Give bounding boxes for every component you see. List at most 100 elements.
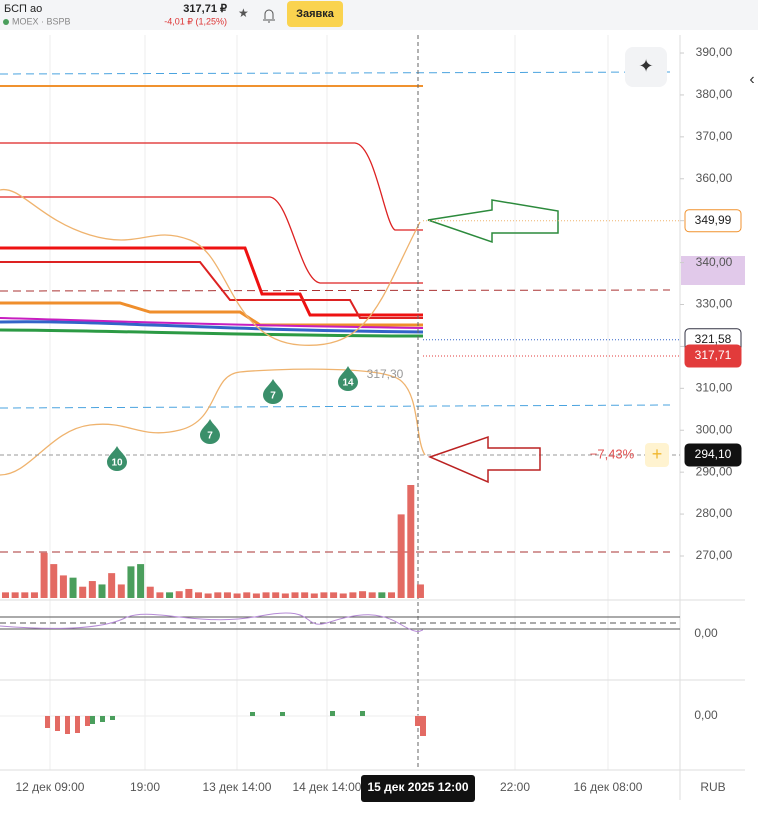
volume-bar: [349, 592, 357, 598]
volume-bar: [69, 577, 77, 598]
price-tag-label: 294,10: [695, 447, 732, 461]
price-tag: [684, 209, 742, 233]
signal-label: 7: [270, 391, 276, 402]
y-tick-label: 300,00: [696, 422, 733, 436]
volume-bar: [166, 592, 174, 598]
y-tick-label: 270,00: [696, 548, 733, 562]
percent-change: −7,43%: [590, 446, 635, 461]
status-dot: [3, 19, 9, 25]
volume-bar: [2, 592, 9, 598]
x-tick-label: 22:00: [500, 780, 530, 794]
indicator-lines: [0, 142, 426, 476]
volume-bar: [146, 586, 154, 598]
volume-bar: [281, 593, 289, 598]
y-tick-label: 310,00: [696, 381, 733, 395]
hist-zero: 0,00: [694, 708, 718, 722]
volume-bar: [301, 592, 309, 598]
volume-bar: [214, 592, 222, 598]
volume-bar: [378, 592, 386, 598]
volume-bar: [252, 593, 260, 598]
signal-marker: [107, 446, 127, 471]
volume-bar: [195, 592, 202, 598]
signal-label: 14: [342, 378, 354, 389]
x-tick-label: RUB: [700, 780, 725, 794]
highlight-zone: [681, 256, 745, 285]
volume-bar: [175, 591, 183, 598]
red-arrow: [427, 435, 541, 484]
volume-bar: [11, 592, 19, 598]
signal-label: 7: [207, 431, 213, 442]
x-tick-label: 13 дек 14:00: [203, 780, 272, 794]
volume-bar: [397, 514, 405, 598]
green-arrow: [427, 199, 559, 244]
volume-bar: [223, 592, 231, 598]
bell[interactable]: [263, 9, 275, 23]
star[interactable]: ★: [238, 6, 249, 20]
signal-marker: [200, 419, 220, 444]
volume-bar: [291, 592, 299, 598]
volume-bar: [127, 566, 135, 598]
volume-bar: [40, 552, 48, 598]
ticker: БСП ао: [4, 3, 42, 15]
volume-bar: [59, 575, 67, 598]
signal-label: 10: [111, 458, 123, 469]
levels: [0, 71, 671, 553]
volume-bar: [243, 592, 251, 598]
volume-bar: [416, 584, 424, 598]
y-tick-label: 290,00: [696, 464, 733, 478]
volume-bar: [88, 581, 96, 598]
volume-bar: [108, 573, 116, 598]
ai-icon: ✦: [638, 56, 653, 76]
volume-bar: [388, 592, 395, 598]
price-tag-label: 317,71: [695, 348, 732, 362]
volume-bar: [368, 592, 376, 598]
ai-button[interactable]: [625, 47, 667, 87]
volume-bar: [98, 584, 106, 598]
volume-bar: [204, 593, 212, 598]
x-tick-label: 14 дек 14:00: [293, 780, 362, 794]
order-button[interactable]: [287, 1, 343, 27]
volume-bar: [156, 592, 164, 598]
price: 317,71 ₽: [183, 3, 227, 15]
volume-bar: [310, 593, 318, 598]
volume-bar: [339, 593, 347, 598]
x-tick-label: 16 дек 08:00: [574, 780, 643, 794]
y-tick-label: 280,00: [696, 506, 733, 520]
y-tick-label: 380,00: [696, 87, 733, 101]
volume-bar: [262, 592, 270, 598]
volume-bar: [30, 592, 38, 598]
add-icon: +: [652, 444, 663, 464]
header-bar: [0, 0, 758, 30]
signal-marker: [338, 366, 358, 391]
y-tick-label: 330,00: [696, 297, 733, 311]
last-close: 317,30: [367, 367, 404, 381]
volume-bar: [320, 592, 328, 598]
price-tag: [684, 344, 742, 368]
histogram: 0,00: [0, 708, 718, 736]
x-tick-label: 19:00: [130, 780, 160, 794]
collapse[interactable]: ‹: [749, 71, 754, 88]
order-button-label: Заявка: [296, 8, 335, 20]
price-tag: [684, 443, 742, 467]
volume-bar: [359, 591, 367, 598]
osc-zero: 0,00: [694, 626, 718, 640]
time-highlight: [361, 775, 475, 802]
signal-marker: [263, 379, 283, 404]
price-tag-label: 349,99: [695, 213, 732, 227]
y-tick-label: 360,00: [696, 171, 733, 185]
volume-bar: [272, 592, 280, 598]
volume-bar: [50, 564, 58, 598]
price-tag-label: 321,58: [695, 332, 732, 346]
y-tick-label: 390,00: [696, 45, 733, 59]
volume-bar: [21, 592, 29, 598]
oscillator: 0,00: [0, 612, 718, 640]
volume-bar: [137, 564, 145, 598]
add-button[interactable]: [645, 443, 669, 467]
x-tick-label: 15 дек 2025 12:00: [367, 780, 468, 794]
time-grid: [49, 35, 609, 770]
volume-bar: [79, 586, 87, 598]
volume-bar: [330, 592, 338, 598]
y-tick-label: 340,00: [696, 255, 733, 269]
x-tick-label: 12 дек 09:00: [16, 780, 85, 794]
